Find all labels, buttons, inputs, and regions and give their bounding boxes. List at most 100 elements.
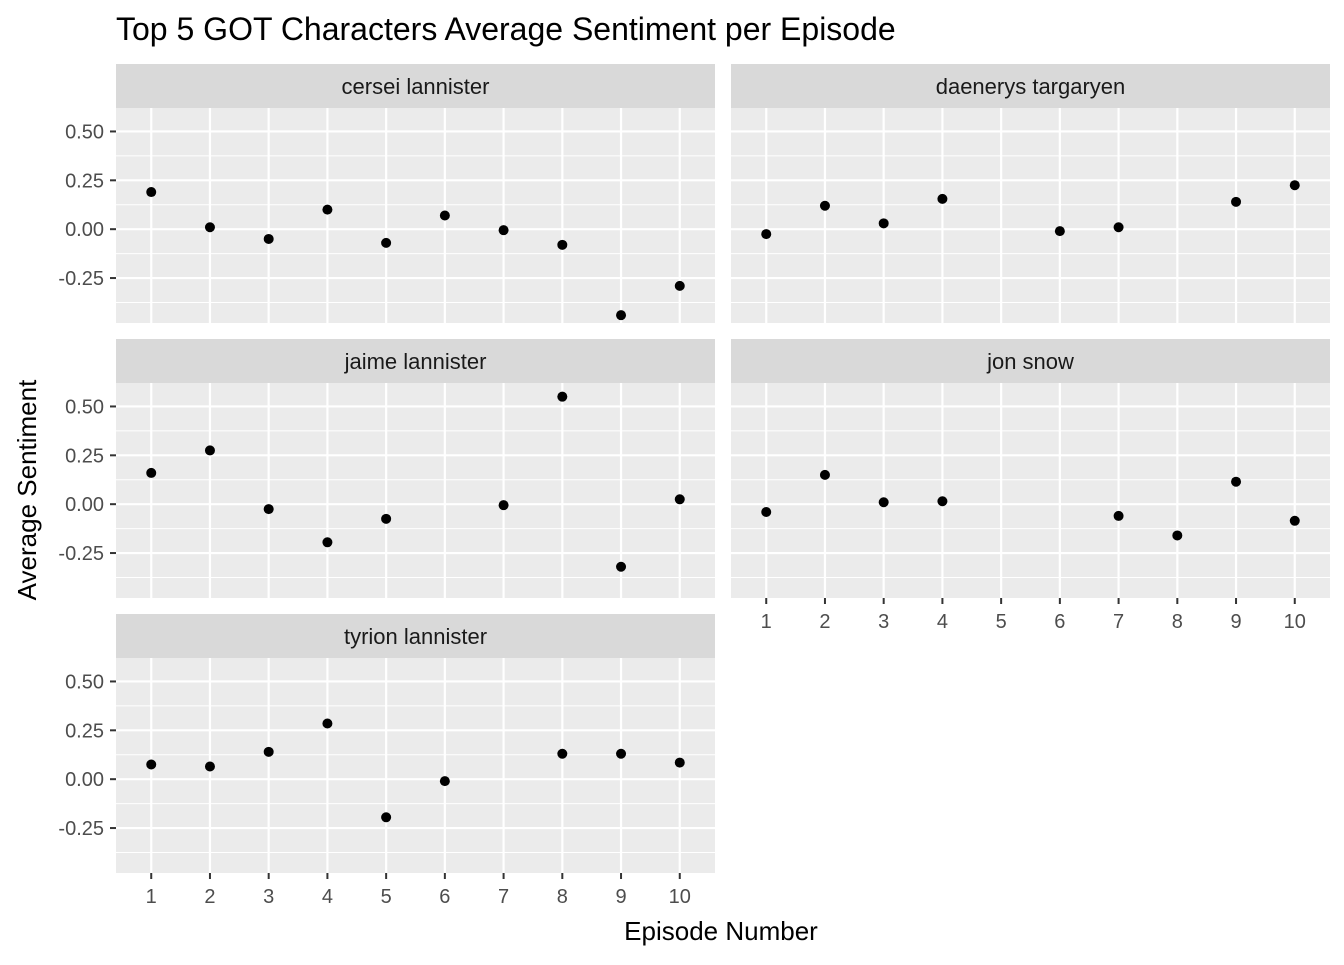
facet-strip-label: cersei lannister [342,74,490,99]
facet-strip-label: tyrion lannister [344,624,487,649]
data-point [557,239,568,250]
facet-tyrion-lannister: tyrion lannister 0.50 0.25 0.00 -0.25 1 2 3 4 5 6 7… [58,614,715,908]
data-point [498,500,509,511]
facet-jaime-lannister: jaime lannister 0.50 0.25 0.00 -0.25 [58,339,715,598]
data-point [322,718,333,729]
data-point [1231,476,1242,487]
y-tick-label: 0.50 [65,396,104,418]
x-tick-label: 9 [615,886,626,908]
x-tick-label: 8 [557,886,568,908]
y-tick-label: -0.25 [58,268,104,290]
data-point [674,280,685,291]
y-tick-label: -0.25 [58,543,104,565]
data-point [146,759,157,770]
facet-panel-background [116,383,715,598]
facet-panel-background [116,108,715,323]
data-point [498,225,509,236]
x-tick-label: 3 [263,886,274,908]
data-point [819,469,830,480]
data-point [322,537,333,548]
facet-strip-label: daenerys targaryen [936,74,1126,99]
x-tick-label: 1 [761,611,772,633]
y-tick-label: 0.00 [65,494,104,516]
facet-jon-snow: jon snow 1 2 3 4 5 6 7 8 9 10 [731,339,1330,633]
y-tick-label: 0.25 [65,720,104,742]
facet-strip [731,339,1330,383]
x-tick-label: 2 [819,611,830,633]
x-tick-label: 5 [381,886,392,908]
y-tick-label: 0.00 [65,769,104,791]
facet-panel-background [116,658,715,873]
data-point [322,204,333,215]
y-tick-label: 0.25 [65,445,104,467]
data-point [616,748,627,759]
data-point [937,193,948,204]
y-tick-label: 0.25 [65,170,104,192]
data-point [146,467,157,478]
data-point [439,210,450,221]
data-point [204,222,215,233]
x-tick-label: 5 [996,611,1007,633]
x-tick-label: 7 [1113,611,1124,633]
data-point [204,761,215,772]
data-point [263,504,274,515]
y-tick-label: 0.50 [65,121,104,143]
data-point [439,776,450,787]
x-tick-label: 2 [204,886,215,908]
chart-title: Top 5 GOT Characters Average Sentiment p… [116,11,896,47]
facet-strip [116,339,715,383]
x-tick-label: 7 [498,886,509,908]
data-point [1289,180,1300,191]
x-tick-label: 1 [146,886,157,908]
y-tick-label: 0.00 [65,219,104,241]
x-tick-label: 10 [1284,611,1306,633]
data-point [1054,226,1065,237]
data-point [878,218,889,229]
data-point [381,812,392,823]
data-point [263,233,274,244]
facet-panel-background [731,108,1330,323]
data-point [1231,196,1242,207]
data-point [263,746,274,757]
x-tick-label: 6 [1054,611,1065,633]
data-point [819,200,830,211]
facet-daenerys-targaryen: daenerys targaryen [731,64,1330,323]
data-point [878,497,889,508]
facet-strip-label: jon snow [986,349,1074,374]
x-tick-label: 8 [1172,611,1183,633]
facet-cersei-lannister: cersei lannister 0.50 0.25 0.00 -0.25 [58,64,715,323]
x-tick-label: 3 [878,611,889,633]
data-point [616,310,627,321]
facet-panel-background [731,383,1330,598]
x-tick-label: 9 [1230,611,1241,633]
facet-strip-label: jaime lannister [344,349,487,374]
data-point [616,561,627,572]
x-tick-label: 10 [669,886,691,908]
data-point [557,391,568,402]
data-point [204,445,215,456]
data-point [1289,515,1300,526]
data-point [1113,510,1124,521]
x-tick-label: 6 [439,886,450,908]
data-point [674,494,685,505]
data-point [1172,530,1183,541]
y-tick-label: -0.25 [58,818,104,840]
data-point [761,229,772,240]
facet-strip [116,64,715,108]
data-point [674,757,685,768]
data-point [557,748,568,759]
data-point [381,237,392,248]
data-point [381,513,392,524]
facet-strip [731,64,1330,108]
facet-strip [116,614,715,658]
y-tick-label: 0.50 [65,671,104,693]
data-point [937,496,948,507]
x-tick-label: 4 [322,886,333,908]
x-axis-title: Episode Number [624,916,818,946]
data-point [761,507,772,517]
y-axis-title: Average Sentiment [12,379,42,600]
data-point [146,187,157,198]
x-tick-label: 4 [937,611,948,633]
